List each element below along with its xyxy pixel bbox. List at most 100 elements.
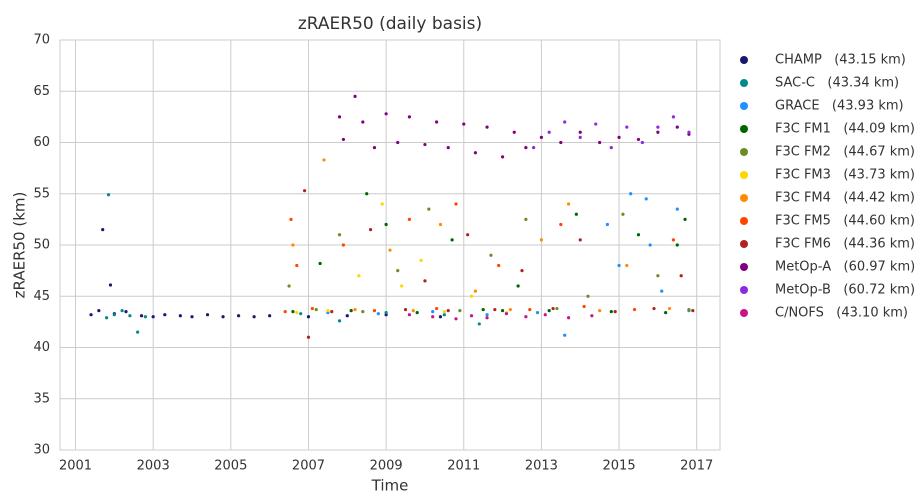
- y-tick-label: 65: [33, 84, 50, 99]
- data-point: [582, 304, 586, 309]
- x-tick-label: 2007: [292, 459, 325, 474]
- legend-marker: [740, 217, 748, 225]
- data-point: [563, 333, 567, 337]
- data-point: [438, 315, 443, 319]
- data-point: [574, 212, 578, 216]
- data-point: [598, 140, 602, 145]
- data-point: [625, 263, 629, 268]
- data-point: [330, 310, 334, 314]
- data-point: [302, 189, 307, 193]
- data-point: [104, 316, 109, 320]
- data-point: [648, 243, 652, 247]
- data-point: [268, 314, 272, 318]
- data-point: [423, 279, 427, 283]
- data-point: [287, 284, 291, 288]
- data-point: [489, 253, 493, 257]
- data-point: [675, 125, 679, 129]
- data-point: [190, 315, 194, 319]
- data-point: [493, 307, 497, 312]
- legend-marker: [740, 286, 748, 294]
- data-point: [605, 222, 610, 227]
- data-point: [543, 313, 547, 317]
- data-point: [473, 289, 478, 293]
- data-point: [671, 115, 676, 119]
- data-point: [687, 130, 691, 134]
- y-tick-label: 55: [33, 186, 50, 201]
- legend-label: GRACE (43.93 km): [775, 99, 904, 114]
- data-point: [337, 319, 342, 323]
- data-point: [621, 212, 625, 216]
- data-point: [337, 233, 342, 237]
- data-point: [617, 135, 621, 139]
- legend-marker: [740, 148, 748, 156]
- data-point: [504, 312, 509, 316]
- data-point: [551, 306, 555, 311]
- data-point: [318, 261, 322, 266]
- data-point: [341, 137, 346, 142]
- data-point: [396, 140, 400, 145]
- data-point: [644, 197, 648, 201]
- x-tick-label: 2011: [447, 459, 480, 474]
- data-point: [341, 243, 346, 247]
- data-point: [442, 313, 446, 317]
- data-point: [675, 243, 679, 247]
- data-point: [403, 307, 408, 312]
- data-point: [295, 311, 299, 315]
- data-point: [388, 248, 392, 252]
- data-point: [423, 142, 427, 147]
- data-point: [656, 274, 660, 278]
- data-point: [466, 233, 470, 237]
- data-point: [532, 146, 536, 150]
- data-point: [252, 315, 256, 319]
- legend: CHAMP (43.15 km) SAC-C (43.34 km) GRACE (4…: [740, 53, 915, 321]
- x-axis-label: Time: [371, 477, 409, 495]
- data-point: [124, 310, 128, 314]
- data-point: [555, 306, 559, 311]
- data-point: [524, 315, 528, 319]
- data-point: [361, 120, 365, 124]
- data-point: [438, 222, 443, 227]
- legend-label: F3C FM3 (43.73 km): [775, 168, 915, 183]
- data-point: [283, 310, 287, 314]
- data-point: [372, 309, 377, 313]
- data-point: [598, 309, 602, 313]
- data-point: [629, 192, 633, 196]
- data-point: [143, 315, 148, 319]
- data-point: [500, 155, 505, 159]
- data-point: [485, 316, 489, 320]
- data-point: [446, 309, 450, 313]
- data-point: [679, 274, 683, 278]
- data-point: [594, 122, 598, 126]
- data-point: [590, 314, 594, 318]
- data-point: [559, 222, 563, 227]
- data-point: [528, 307, 532, 312]
- data-point: [660, 289, 664, 293]
- data-point: [477, 322, 481, 326]
- data-point: [524, 217, 528, 221]
- x-tick-label: 2013: [525, 459, 558, 474]
- data-point: [636, 137, 641, 142]
- data-point: [535, 311, 540, 315]
- data-point: [178, 314, 182, 318]
- data-point: [539, 238, 544, 242]
- data-point: [376, 312, 380, 316]
- data-point: [609, 146, 613, 150]
- legend-label: F3C FM6 (44.36 km): [775, 237, 915, 252]
- data-point: [306, 335, 311, 339]
- x-tick-label: 2005: [214, 459, 247, 474]
- data-point: [547, 130, 551, 134]
- data-point: [419, 258, 423, 262]
- data-point: [431, 310, 435, 314]
- data-point: [675, 207, 679, 211]
- data-point: [566, 202, 571, 206]
- data-point: [89, 313, 93, 317]
- data-point: [578, 130, 582, 134]
- data-point: [365, 192, 369, 196]
- data-point: [508, 307, 512, 312]
- data-point: [458, 309, 462, 313]
- data-point: [446, 146, 450, 150]
- points: [89, 94, 695, 339]
- data-point: [539, 135, 544, 139]
- data-point: [559, 140, 563, 145]
- data-point: [473, 151, 478, 155]
